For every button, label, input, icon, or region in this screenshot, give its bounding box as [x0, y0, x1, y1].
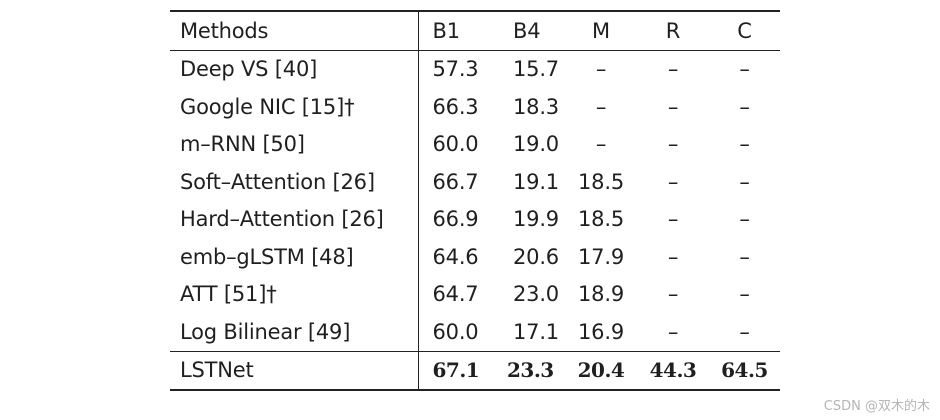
m-cell: 17.9 — [578, 244, 624, 269]
c-cell: – — [739, 57, 750, 82]
b4-cell: 19.9 — [513, 207, 559, 232]
header-methods: Methods — [170, 11, 419, 50]
m-cell: 20.4 — [577, 358, 625, 383]
method-cell: Hard–Attention [26] — [170, 200, 419, 238]
b4-cell: 23.0 — [513, 282, 559, 307]
table-header-row: Methods B1 B4 M R C — [170, 11, 780, 50]
c-cell: – — [739, 94, 750, 119]
table-row: Hard–Attention [26] 66.9 19.9 18.5 – – — [170, 200, 780, 238]
header-b1: B1 — [432, 18, 461, 43]
r-cell: – — [667, 282, 679, 307]
r-cell: – — [667, 169, 679, 194]
header-b4: B4 — [513, 18, 541, 43]
method-cell: Soft–Attention [26] — [170, 163, 419, 201]
table-row: emb–gLSTM [48] 64.6 20.6 17.9 – – — [170, 238, 780, 276]
m-cell: 18.5 — [578, 207, 624, 232]
b4-cell: 19.0 — [513, 132, 559, 157]
m-cell: – — [595, 132, 607, 157]
table-row: Soft–Attention [26] 66.7 19.1 18.5 – – — [170, 163, 780, 201]
b1-cell: 66.7 — [432, 169, 479, 194]
c-cell: – — [739, 282, 750, 307]
table-row: ATT [51]† 64.7 23.0 18.9 – – — [170, 275, 780, 313]
c-cell: – — [739, 319, 750, 344]
b1-cell: 60.0 — [432, 132, 479, 157]
r-cell: – — [667, 94, 679, 119]
b4-cell: 15.7 — [513, 57, 559, 82]
header-r: R — [665, 18, 681, 43]
method-cell: m–RNN [50] — [170, 125, 419, 163]
table-row: Google NIC [15]† 66.3 18.3 – – – — [170, 88, 780, 126]
m-cell: 16.9 — [578, 319, 624, 344]
method-cell: Deep VS [40] — [170, 50, 419, 88]
b1-cell: 57.3 — [432, 57, 479, 82]
b1-cell: 60.0 — [432, 319, 479, 344]
c-cell: – — [739, 244, 750, 269]
m-cell: – — [595, 57, 607, 82]
b1-cell: 64.7 — [432, 282, 479, 307]
r-cell: – — [667, 244, 679, 269]
method-cell: LSTNet — [170, 351, 419, 390]
r-cell: 44.3 — [649, 358, 697, 383]
watermark-text: CSDN @双木的木 — [823, 399, 930, 414]
c-cell: 64.5 — [721, 358, 768, 383]
m-cell: 18.9 — [578, 282, 624, 307]
b1-cell: 66.3 — [432, 94, 479, 119]
method-cell: emb–gLSTM [48] — [170, 238, 419, 276]
b4-cell: 20.6 — [513, 244, 559, 269]
b4-cell: 23.3 — [507, 358, 554, 383]
r-cell: – — [667, 132, 679, 157]
results-table-container: Methods B1 B4 M R C Deep VS [40] 57.3 15… — [170, 10, 780, 391]
table-row: m–RNN [50] 60.0 19.0 – – – — [170, 125, 780, 163]
r-cell: – — [667, 319, 679, 344]
method-cell: Log Bilinear [49] — [170, 313, 419, 351]
m-cell: – — [595, 94, 607, 119]
r-cell: – — [667, 57, 679, 82]
b1-cell: 64.6 — [432, 244, 479, 269]
c-cell: – — [739, 169, 750, 194]
r-cell: – — [667, 207, 679, 232]
c-cell: – — [739, 207, 750, 232]
c-cell: – — [739, 132, 750, 157]
b4-cell: 19.1 — [513, 169, 559, 194]
b1-cell: 66.9 — [432, 207, 479, 232]
table-row-lstnet: LSTNet 67.1 23.3 20.4 44.3 64.5 — [170, 351, 780, 390]
m-cell: 18.5 — [578, 169, 624, 194]
results-table: Methods B1 B4 M R C Deep VS [40] 57.3 15… — [170, 10, 780, 391]
b4-cell: 18.3 — [513, 94, 559, 119]
b1-cell: 67.1 — [432, 358, 480, 383]
method-cell: Google NIC [15]† — [170, 88, 419, 126]
method-cell: ATT [51]† — [170, 275, 419, 313]
header-m: M — [592, 18, 610, 43]
table-row: Log Bilinear [49] 60.0 17.1 16.9 – – — [170, 313, 780, 351]
b4-cell: 17.1 — [513, 319, 559, 344]
header-c: C — [737, 18, 752, 43]
table-row: Deep VS [40] 57.3 15.7 – – – — [170, 50, 780, 88]
